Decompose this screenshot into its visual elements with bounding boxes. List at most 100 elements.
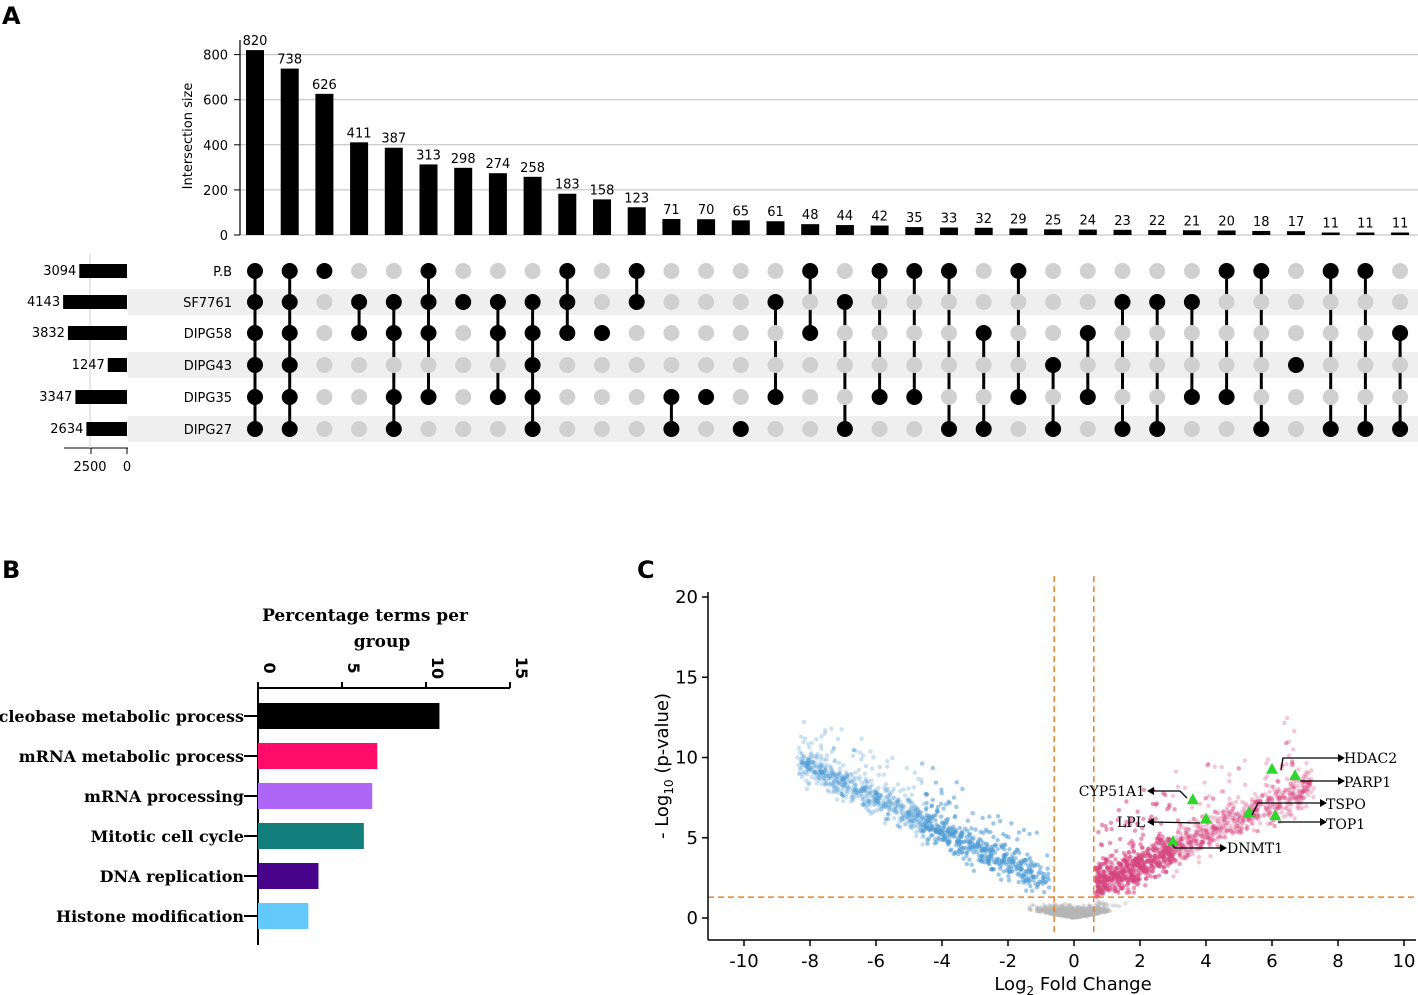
point-up	[1275, 803, 1280, 808]
point-down	[885, 794, 890, 799]
point-ns	[1105, 909, 1110, 914]
point-up	[1270, 784, 1275, 789]
membership-dot-empty	[455, 357, 472, 373]
point-ns	[1078, 908, 1083, 913]
point-down	[835, 736, 841, 742]
point-up	[1257, 814, 1263, 819]
point-down	[845, 776, 850, 781]
point-ns	[1101, 908, 1106, 913]
point-ns	[1060, 910, 1065, 915]
point-down	[829, 767, 835, 772]
point-up	[1239, 830, 1244, 835]
point-down	[903, 810, 909, 815]
point-down	[851, 794, 856, 800]
point-up	[1281, 814, 1287, 819]
point-down	[832, 780, 837, 785]
point-ns	[1072, 913, 1077, 918]
point-down	[932, 841, 938, 846]
point-down	[813, 760, 818, 766]
point-down	[915, 813, 920, 819]
point-down	[810, 767, 815, 773]
point-down	[873, 787, 878, 793]
point-down	[823, 781, 828, 787]
point-ns	[1075, 914, 1080, 919]
point-ns	[1087, 910, 1092, 915]
point-ns	[1044, 905, 1049, 910]
point-ns	[1086, 912, 1091, 917]
point-up	[1225, 828, 1230, 833]
point-down	[937, 824, 943, 830]
point-ns	[1103, 909, 1108, 914]
point-ns	[1074, 911, 1079, 916]
point-ns	[1086, 907, 1091, 912]
point-down	[864, 803, 869, 808]
point-ns	[1087, 907, 1092, 912]
x-tick-label: -10	[729, 951, 758, 972]
point-ns	[1084, 913, 1089, 918]
point-ns	[1084, 912, 1089, 917]
point-ns	[1098, 906, 1103, 911]
membership-dot-empty	[1288, 263, 1304, 279]
point-down	[1001, 856, 1007, 862]
point-up	[1240, 809, 1245, 815]
set-name: DIPG43	[184, 359, 232, 374]
point-down	[950, 826, 955, 832]
membership-dot-empty	[906, 421, 923, 437]
point-down	[804, 761, 810, 767]
point-ns	[1073, 911, 1078, 916]
point-ns	[1091, 912, 1096, 917]
point-ns	[1076, 911, 1081, 916]
point-ns	[1058, 908, 1063, 913]
point-ns	[1071, 909, 1076, 914]
point-down	[824, 757, 829, 762]
point-up	[1290, 747, 1296, 752]
point-ns	[1054, 912, 1059, 917]
point-down	[862, 785, 868, 791]
point-up	[1193, 841, 1199, 846]
point-ns	[1054, 910, 1059, 915]
point-down	[1042, 875, 1048, 880]
point-down	[818, 764, 823, 770]
membership-dot-filled	[420, 263, 437, 279]
membership-dot-empty	[1288, 389, 1304, 405]
point-ns	[1062, 913, 1067, 918]
point-down	[915, 806, 920, 812]
point-down	[857, 774, 862, 780]
point-up	[1197, 801, 1203, 806]
membership-dot-empty	[489, 357, 506, 373]
membership-dot-empty	[1183, 421, 1200, 437]
point-down	[881, 803, 886, 808]
point-down	[964, 834, 969, 839]
point-ns	[1090, 912, 1095, 917]
point-ns	[1036, 907, 1041, 912]
point-up	[1179, 842, 1184, 848]
point-ns	[1078, 913, 1083, 918]
point-down	[805, 762, 810, 767]
point-up	[1290, 791, 1295, 797]
point-ns	[1082, 914, 1087, 919]
point-up	[1253, 800, 1258, 805]
point-ns	[1075, 913, 1080, 918]
point-ns	[1080, 912, 1085, 917]
x-tick-label: 8	[1332, 951, 1343, 972]
bar-chart-title: Percentage terms per group	[262, 606, 474, 652]
point-up	[1263, 805, 1269, 810]
point-ns	[1082, 913, 1087, 918]
point-down	[868, 799, 873, 805]
point-down	[919, 821, 925, 827]
point-ns	[1058, 912, 1063, 917]
point-up	[1237, 830, 1242, 836]
point-down	[812, 769, 817, 774]
point-ns	[1073, 914, 1078, 919]
point-ns	[1041, 907, 1046, 912]
point-ns	[1102, 901, 1107, 906]
point-ns	[1069, 914, 1074, 919]
point-up	[1207, 839, 1212, 845]
point-up	[1188, 847, 1193, 853]
point-down	[846, 789, 852, 794]
point-down	[807, 765, 813, 770]
point-ns	[1048, 904, 1053, 909]
y-tick-label: 10	[675, 748, 698, 769]
point-down	[1010, 863, 1015, 868]
